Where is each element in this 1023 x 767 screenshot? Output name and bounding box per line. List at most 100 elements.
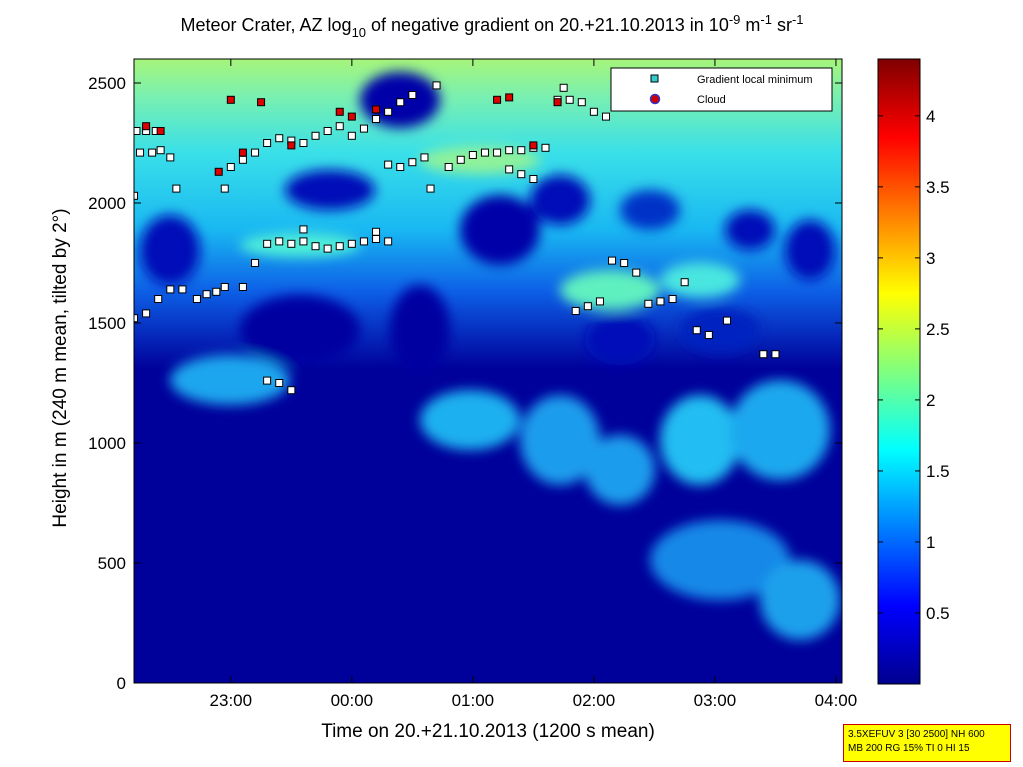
x-tick-label: 03:00 xyxy=(694,691,737,710)
gradient-minimum-point xyxy=(166,285,175,294)
gradient-minimum-point xyxy=(275,379,284,387)
gradient-minimum-point xyxy=(323,244,332,253)
title-part-pre: Meteor Crater, AZ log xyxy=(180,15,351,35)
cloud-point xyxy=(238,148,247,157)
gradient-minimum-point xyxy=(571,307,580,315)
title-part-mid: of negative gradient on 20.+21.10.2013 i… xyxy=(366,15,729,35)
gradient-minimum-point xyxy=(408,158,417,167)
colorbar-tick-label: 3.5 xyxy=(926,178,950,197)
gradient-minimum-point xyxy=(136,148,145,157)
x-axis: 23:00 00:00 01:00 02:00 03:00 04:00 xyxy=(210,59,858,710)
gradient-minimum-point xyxy=(384,237,393,246)
gradient-minimum-point xyxy=(493,148,502,157)
cloud-point xyxy=(142,122,151,131)
gradient-minimum-point xyxy=(723,316,732,325)
gradient-minimum-point xyxy=(335,122,344,131)
processing-info-box: 3.5XEFUV 3 [30 2500] NH 600 MB 200 RG 15… xyxy=(843,724,1011,762)
y-axis-label: Height in m (240 m mean, tilted by 2°) xyxy=(50,208,71,527)
gradient-minimum-point xyxy=(263,239,272,248)
gradient-minimum-point xyxy=(275,134,284,143)
gradient-minimum-point xyxy=(178,285,187,294)
gradient-minimum-point xyxy=(565,95,574,104)
gradient-minimum-point xyxy=(220,283,229,291)
gradient-minimum-point xyxy=(212,287,221,296)
gradient-minimum-point xyxy=(583,302,592,311)
legend: Gradient local minimum Cloud xyxy=(610,67,833,112)
colorbar-tick-label: 1 xyxy=(926,533,935,552)
gradient-minimum-point xyxy=(372,235,381,243)
info-line-2: MB 200 RG 15% TI 0 HI 15 xyxy=(848,743,970,754)
title-part-sub: 10 xyxy=(352,25,366,40)
title-part-mid2: m xyxy=(740,15,760,35)
gradient-minimum-point xyxy=(323,127,332,135)
colorbar-tick-label: 1.5 xyxy=(926,462,950,481)
gradient-minimum-point xyxy=(134,127,141,135)
gradient-minimum-point xyxy=(311,242,320,251)
gradient-minimum-point xyxy=(299,139,308,147)
gradient-minimum-point xyxy=(408,91,417,99)
gradient-minimum-point xyxy=(668,295,677,303)
gradient-minimum-point xyxy=(299,225,308,234)
gradient-minimum-point xyxy=(251,259,260,267)
gradient-minimum-point xyxy=(505,165,514,174)
gradient-minimum-point xyxy=(602,112,610,121)
colorbar-gradient xyxy=(877,58,921,685)
gradient-minimum-point xyxy=(220,184,229,193)
gradient-minimum-point xyxy=(384,107,393,116)
y-axis: 0 500 1000 1500 2000 2500 xyxy=(88,74,842,693)
gradient-minimum-point xyxy=(692,326,701,335)
plot-frame xyxy=(133,58,843,684)
y-tick-label: 1000 xyxy=(88,434,126,453)
x-tick-label: 00:00 xyxy=(331,691,374,710)
gradient-minimum-point xyxy=(456,155,465,164)
gradient-minimum-point xyxy=(172,184,181,193)
gradient-minimum-point xyxy=(704,331,713,339)
gradient-minimum-point xyxy=(263,139,272,147)
gradient-minimum-point xyxy=(347,131,356,140)
y-tick-label: 1500 xyxy=(88,314,126,333)
gradient-minimum-point xyxy=(632,268,641,277)
cloud-point xyxy=(257,98,266,107)
y-tick-label: 2500 xyxy=(88,74,126,93)
gradient-minimum-point xyxy=(589,107,598,116)
gradient-minimum-point xyxy=(238,155,247,164)
gradient-minimum-point xyxy=(559,83,568,92)
gradient-minimum-point xyxy=(299,237,308,246)
gradient-minimum-point xyxy=(396,163,405,171)
title-part-mid3: sr xyxy=(772,15,792,35)
gradient-minimum-point xyxy=(238,283,247,291)
gradient-minimum-point xyxy=(595,297,604,306)
gradient-minimum-point xyxy=(432,81,441,90)
title-part-sup2: -1 xyxy=(760,12,772,27)
cloud-point xyxy=(347,112,356,121)
colorbar: 0.5 1 1.5 2 2.5 3 3.5 4 xyxy=(877,58,950,685)
gradient-minimum-point xyxy=(420,153,429,162)
gradient-minimum-point xyxy=(529,175,538,183)
gradient-minimum-point xyxy=(541,143,550,152)
gradient-minimum-point xyxy=(226,163,235,171)
y-tick-label: 2000 xyxy=(88,194,126,213)
legend-label-cloud: Cloud xyxy=(697,94,726,106)
cloud-point xyxy=(214,167,223,176)
gradient-minimum-point xyxy=(202,290,211,299)
gradient-minimum-point xyxy=(644,299,653,308)
x-axis-label: Time on 20.+21.10.2013 (1200 s mean) xyxy=(321,721,655,742)
gradient-minimum-point xyxy=(608,256,617,265)
cloud-point xyxy=(226,95,235,104)
title-part-sup1: -9 xyxy=(729,12,741,27)
x-tick-label: 04:00 xyxy=(815,691,858,710)
cloud-point xyxy=(529,141,538,150)
gradient-minimum-point xyxy=(263,376,272,385)
gradient-minimum-point xyxy=(287,239,296,248)
cloud-point xyxy=(493,95,502,104)
gradient-minimum-point xyxy=(335,242,344,251)
gradient-minimum-point xyxy=(396,98,405,107)
cloud-point xyxy=(156,127,165,135)
colorbar-tick-label: 0.5 xyxy=(926,604,950,623)
chart-title: Meteor Crater, AZ log10 of negative grad… xyxy=(180,12,803,40)
cloud-point xyxy=(335,107,344,116)
colorbar-tick-label: 3 xyxy=(926,249,935,268)
colorbar-tick-label: 2 xyxy=(926,391,935,410)
legend-marker-gradient xyxy=(650,74,659,83)
x-tick-label: 01:00 xyxy=(452,691,495,710)
